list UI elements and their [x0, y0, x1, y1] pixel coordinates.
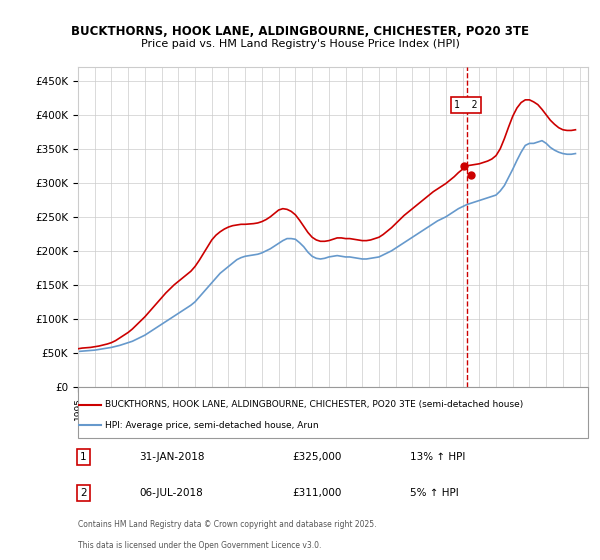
Text: 2: 2: [80, 488, 86, 498]
Text: 13% ↑ HPI: 13% ↑ HPI: [409, 452, 465, 462]
Text: BUCKTHORNS, HOOK LANE, ALDINGBOURNE, CHICHESTER, PO20 3TE: BUCKTHORNS, HOOK LANE, ALDINGBOURNE, CHI…: [71, 25, 529, 38]
Text: £311,000: £311,000: [292, 488, 341, 498]
Text: 1: 1: [80, 452, 86, 462]
Text: HPI: Average price, semi-detached house, Arun: HPI: Average price, semi-detached house,…: [104, 421, 318, 430]
Text: £325,000: £325,000: [292, 452, 341, 462]
Text: 06-JUL-2018: 06-JUL-2018: [139, 488, 203, 498]
Text: This data is licensed under the Open Government Licence v3.0.: This data is licensed under the Open Gov…: [78, 541, 322, 550]
Text: 31-JAN-2018: 31-JAN-2018: [139, 452, 205, 462]
FancyBboxPatch shape: [78, 387, 588, 438]
Text: 5% ↑ HPI: 5% ↑ HPI: [409, 488, 458, 498]
Text: Contains HM Land Registry data © Crown copyright and database right 2025.: Contains HM Land Registry data © Crown c…: [78, 520, 377, 529]
Text: 1  2: 1 2: [454, 100, 478, 110]
Text: BUCKTHORNS, HOOK LANE, ALDINGBOURNE, CHICHESTER, PO20 3TE (semi-detached house): BUCKTHORNS, HOOK LANE, ALDINGBOURNE, CHI…: [104, 400, 523, 409]
Text: Price paid vs. HM Land Registry's House Price Index (HPI): Price paid vs. HM Land Registry's House …: [140, 39, 460, 49]
